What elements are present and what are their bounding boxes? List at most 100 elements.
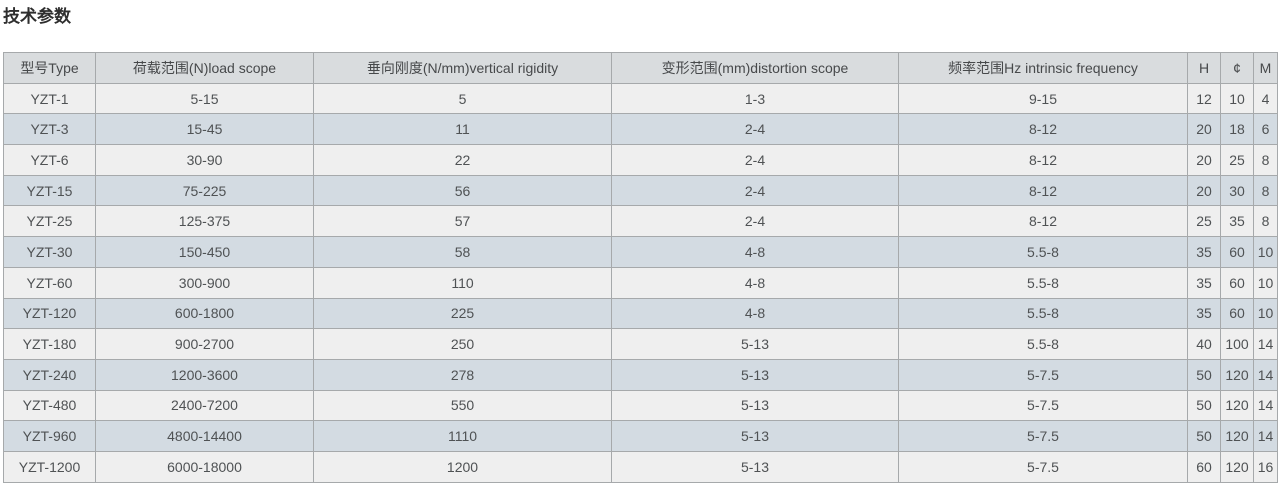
column-header: H [1187,52,1221,84]
table-cell: YZT-25 [3,205,96,238]
table-cell: 5.5-8 [898,297,1188,330]
table-cell: 4-8 [611,266,899,299]
table-cell: 110 [313,266,612,299]
table-cell: 125-375 [95,205,314,238]
table-cell: 60 [1220,236,1254,268]
technical-parameters-table: 型号Type 荷载范围(N)load scope 垂向刚度(N/mm)vertica… [3,52,1278,483]
column-header: 变形范围(mm)distortion scope [611,52,899,84]
table-cell: 15-45 [95,113,314,146]
column-header: 垂向刚度(N/mm)vertical rigidity [313,52,612,84]
table-cell: 56 [313,174,612,207]
table-row: YZT-180 900-2700 250 5-13 5.5-8 40 100 14 [3,328,1278,360]
table-cell: 1110 [313,420,612,452]
table-cell: 14 [1253,420,1278,452]
table-cell: 8-12 [898,144,1188,176]
table-cell: 5.5-8 [898,266,1188,299]
table-cell: YZT-480 [3,389,96,422]
table-cell: 18 [1220,113,1254,146]
table-cell: 25 [1187,205,1221,238]
table-cell: 5-7.5 [898,358,1188,391]
table-cell: 35 [1187,236,1221,268]
table-cell: 2-4 [611,144,899,176]
table-cell: 16 [1253,450,1278,483]
table-cell: YZT-60 [3,266,96,299]
table-cell: 250 [313,328,612,360]
table-row: YZT-30 150-450 58 4-8 5.5-8 35 60 10 [3,236,1278,268]
table-cell: YZT-1 [3,82,96,115]
table-cell: 60 [1220,266,1254,299]
table-cell: 550 [313,389,612,422]
table-cell: 4800-14400 [95,420,314,452]
table-cell: YZT-960 [3,420,96,452]
table-cell: 5.5-8 [898,236,1188,268]
table-cell: 5-13 [611,420,899,452]
table-cell: 35 [1220,205,1254,238]
table-cell: 22 [313,144,612,176]
table-cell: 2-4 [611,205,899,238]
table-cell: 120 [1220,450,1254,483]
table-cell: YZT-1200 [3,450,96,483]
table-cell: 150-450 [95,236,314,268]
table-cell: 60 [1220,297,1254,330]
table-row: YZT-60 300-900 110 4-8 5.5-8 35 60 10 [3,266,1278,299]
table-cell: YZT-180 [3,328,96,360]
table-cell: 120 [1220,389,1254,422]
table-row: YZT-25 125-375 57 2-4 8-12 25 35 8 [3,205,1278,238]
table-cell: 120 [1220,358,1254,391]
table-cell: 900-2700 [95,328,314,360]
table-cell: YZT-30 [3,236,96,268]
table-row: YZT-240 1200-3600 278 5-13 5-7.5 50 120 14 [3,358,1278,391]
table-cell: 2-4 [611,174,899,207]
table-cell: 1-3 [611,82,899,115]
table-cell: 10 [1253,266,1278,299]
table-cell: 25 [1220,144,1254,176]
table-cell: 5.5-8 [898,328,1188,360]
table-cell: 1200 [313,450,612,483]
table-cell: 14 [1253,358,1278,391]
table-cell: 100 [1220,328,1254,360]
table-row: YZT-3 15-45 11 2-4 8-12 20 18 6 [3,113,1278,146]
table-cell: 300-900 [95,266,314,299]
table-cell: 10 [1253,297,1278,330]
column-header: ¢ [1220,52,1254,84]
table-cell: 11 [313,113,612,146]
table-cell: 8 [1253,174,1278,207]
table-cell: YZT-15 [3,174,96,207]
table-cell: 4-8 [611,297,899,330]
page-title: 技术参数 [3,7,71,26]
table-header-row: 型号Type 荷载范围(N)load scope 垂向刚度(N/mm)vertica… [3,52,1278,84]
table-cell: 5 [313,82,612,115]
table-cell: 30-90 [95,144,314,176]
table-cell: 2-4 [611,113,899,146]
table-cell: 5-15 [95,82,314,115]
table-cell: YZT-6 [3,144,96,176]
table-cell: 5-7.5 [898,389,1188,422]
table-cell: 8 [1253,205,1278,238]
table-row: YZT-6 30-90 22 2-4 8-12 20 25 8 [3,144,1278,176]
table-cell: 14 [1253,389,1278,422]
table-cell: 5-7.5 [898,420,1188,452]
table-cell: YZT-120 [3,297,96,330]
table-row: YZT-15 75-225 56 2-4 8-12 20 30 8 [3,174,1278,207]
column-header: 荷载范围(N)load scope [95,52,314,84]
column-header: M [1253,52,1278,84]
table-cell: 225 [313,297,612,330]
table-cell: 12 [1187,82,1221,115]
table-cell: 50 [1187,420,1221,452]
table-cell: 5-13 [611,450,899,483]
table-cell: 6 [1253,113,1278,146]
table-cell: 14 [1253,328,1278,360]
table-cell: 58 [313,236,612,268]
table-body: YZT-1 5-15 5 1-3 9-15 12 10 4 YZT-3 15-45 11 2-4 8-1… [3,82,1278,483]
table-row: YZT-480 2400-7200 550 5-13 5-7.5 50 120 14 [3,389,1278,422]
table-cell: 50 [1187,358,1221,391]
table-cell: 278 [313,358,612,391]
table-cell: YZT-240 [3,358,96,391]
table-cell: 5-7.5 [898,450,1188,483]
table-cell: 20 [1187,113,1221,146]
table-cell: 4 [1253,82,1278,115]
table-cell: 40 [1187,328,1221,360]
table-cell: 35 [1187,297,1221,330]
table-cell: 35 [1187,266,1221,299]
table-row: YZT-120 600-1800 225 4-8 5.5-8 35 60 10 [3,297,1278,330]
